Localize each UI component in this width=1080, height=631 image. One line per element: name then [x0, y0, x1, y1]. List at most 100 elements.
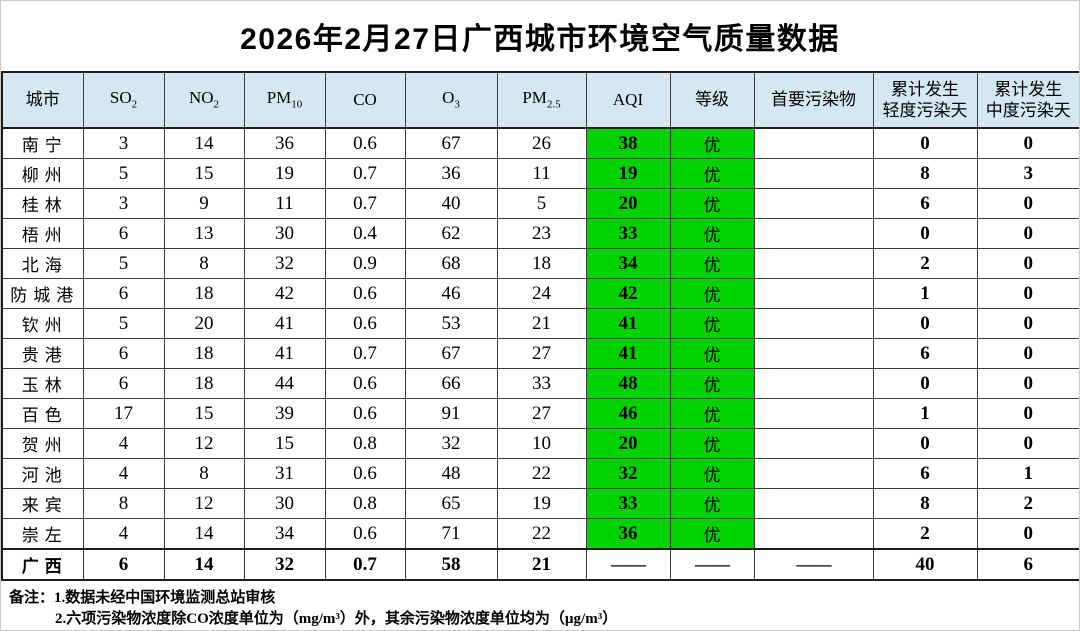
footnote-line-2: 2.六项污染物浓度除CO浓度单位为（mg/m³）外，其余污染物浓度单位均为（µg…	[9, 609, 1079, 630]
no2-cell: 15	[163, 398, 245, 429]
column-header-co: CO	[324, 71, 406, 129]
co-cell: 0.4	[324, 218, 406, 249]
light-cell: 6	[872, 338, 978, 369]
city-cell: 北海	[1, 248, 84, 279]
light-cell: 8	[872, 488, 978, 519]
light-cell: 0	[872, 218, 978, 249]
moderate-cell: 0	[976, 248, 1079, 279]
moderate-cell: 0	[976, 127, 1079, 159]
o3-cell: 66	[404, 368, 498, 399]
aqi-cell: 41	[585, 308, 671, 339]
pollutant-cell	[753, 158, 874, 189]
no2-cell: 20	[163, 308, 245, 339]
aqi-cell: 32	[585, 458, 671, 489]
city-cell: 梧州	[1, 218, 84, 249]
moderate-cell: 0	[976, 368, 1079, 399]
no2-cell: 14	[163, 548, 245, 581]
city-cell: 百色	[1, 398, 84, 429]
pm10-cell: 30	[243, 488, 326, 519]
footnote-label: 备注：	[9, 590, 55, 606]
table-row: 百色 17 15 39 0.6 91 27 46 优 1 0	[1, 398, 1079, 429]
so2-cell: 4	[82, 458, 165, 489]
so2-cell: 4	[82, 428, 165, 459]
pm25-cell: 22	[496, 518, 587, 550]
pm25-cell: 21	[496, 308, 587, 339]
city-cell: 河池	[1, 458, 84, 489]
moderate-cell: 0	[976, 518, 1079, 550]
pm25-cell: 22	[496, 458, 587, 489]
grade-cell: 优	[669, 398, 755, 429]
air-quality-table: 城市 SO2 NO2 PM10 CO O3 PM2.5 AQI 等级 首要污染物 累计发生 轻度污染天…	[1, 71, 1079, 581]
city-cell: 贺州	[1, 428, 84, 459]
grade-cell: 优	[669, 248, 755, 279]
pm10-cell: 39	[243, 398, 326, 429]
footnote-2-text: 2.六项污染物浓度除CO浓度单位为（mg/m³）外，其余污染物浓度单位均为（µg…	[55, 611, 618, 627]
pollutant-cell	[753, 368, 874, 399]
grade-cell: 优	[669, 458, 755, 489]
pm25-cell: 27	[496, 398, 587, 429]
o3-cell: 91	[404, 398, 498, 429]
o3-cell: 65	[404, 488, 498, 519]
city-cell: 玉林	[1, 368, 84, 399]
city-cell: 钦州	[1, 308, 84, 339]
page-title: 2026年2月27日广西城市环境空气质量数据	[240, 23, 840, 56]
city-cell: 贵港	[1, 338, 84, 369]
aqi-cell: 20	[585, 188, 671, 219]
table-row: 贺州 4 12 15 0.8 32 10 20 优 0 0	[1, 428, 1079, 459]
co-cell: 0.6	[324, 368, 406, 399]
pollutant-cell	[753, 188, 874, 219]
pm25-cell: 10	[496, 428, 587, 459]
table-body: 南宁 3 14 36 0.6 67 26 38 优 0 0 柳州 5 15 19 0.7 36 11 19 优 8 3 桂林…	[1, 127, 1079, 581]
city-cell: 崇左	[1, 518, 84, 550]
table-row: 河池 4 8 31 0.6 48 22 32 优 6 1	[1, 458, 1079, 489]
no2-cell: 14	[163, 518, 245, 550]
grade-cell: 优	[669, 158, 755, 189]
table-row: 玉林 6 18 44 0.6 66 33 48 优 0 0	[1, 368, 1079, 399]
co-cell: 0.6	[324, 308, 406, 339]
light-cell: 0	[872, 368, 978, 399]
o3-cell: 68	[404, 248, 498, 279]
pollutant-cell	[753, 518, 874, 550]
so2-cell: 6	[82, 218, 165, 249]
aqi-cell: ——	[585, 548, 671, 581]
no2-cell: 15	[163, 158, 245, 189]
no2-cell: 13	[163, 218, 245, 249]
co-cell: 0.6	[324, 127, 406, 159]
column-header-light: 累计发生 轻度污染天	[872, 71, 978, 129]
no2-cell: 14	[163, 127, 245, 159]
table-row: 贵港 6 18 41 0.7 67 27 41 优 6 0	[1, 338, 1079, 369]
moderate-cell: 0	[976, 398, 1079, 429]
moderate-cell: 0	[976, 278, 1079, 309]
pm25-cell: 5	[496, 188, 587, 219]
grade-cell: 优	[669, 218, 755, 249]
grade-cell: 优	[669, 338, 755, 369]
o3-cell: 46	[404, 278, 498, 309]
aqi-cell: 38	[585, 127, 671, 159]
pm10-cell: 30	[243, 218, 326, 249]
moderate-cell: 0	[976, 218, 1079, 249]
column-header-no2: NO2	[163, 71, 245, 129]
moderate-cell: 1	[976, 458, 1079, 489]
column-header-pollutant: 首要污染物	[753, 71, 874, 129]
pm25-cell: 11	[496, 158, 587, 189]
column-header-aqi: AQI	[585, 71, 671, 129]
light-cell: 0	[872, 127, 978, 159]
pollutant-cell	[753, 308, 874, 339]
light-cell: 0	[872, 308, 978, 339]
co-cell: 0.8	[324, 428, 406, 459]
no2-cell: 18	[163, 338, 245, 369]
light-cell: 2	[872, 248, 978, 279]
table-row: 北海 5 8 32 0.9 68 18 34 优 2 0	[1, 248, 1079, 279]
light-cell: 2	[872, 518, 978, 550]
city-cell: 防城港	[1, 278, 84, 309]
aqi-cell: 48	[585, 368, 671, 399]
co-cell: 0.8	[324, 488, 406, 519]
light-cell: 8	[872, 158, 978, 189]
o3-cell: 48	[404, 458, 498, 489]
pollutant-cell	[753, 488, 874, 519]
city-cell: 柳州	[1, 158, 84, 189]
city-cell: 来宾	[1, 488, 84, 519]
co-cell: 0.7	[324, 188, 406, 219]
city-cell: 广西	[1, 548, 84, 581]
